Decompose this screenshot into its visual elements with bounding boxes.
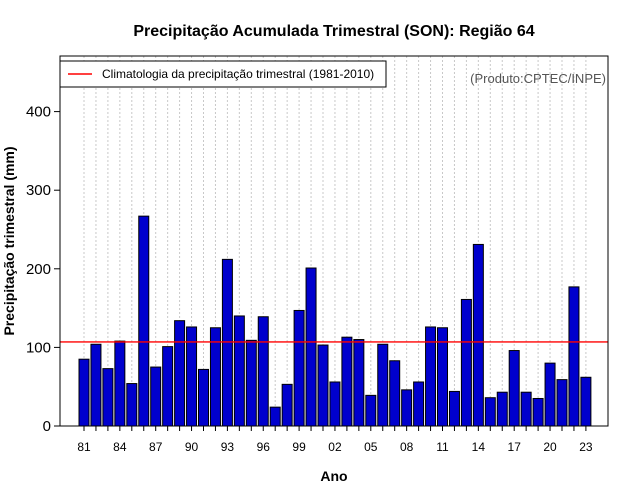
bar: [114, 340, 126, 427]
bar: [556, 379, 568, 427]
plot-frame: [59, 55, 609, 427]
bar: [341, 336, 353, 427]
bar: [448, 390, 460, 427]
chart-title: Precipitação Acumulada Trimestral (SON):…: [133, 23, 534, 40]
bar: [245, 339, 257, 427]
bar: [544, 362, 556, 427]
x-tick-label: 23: [579, 440, 593, 454]
bar: [90, 343, 102, 427]
bar: [496, 391, 508, 427]
bar: [568, 286, 580, 427]
bar: [508, 350, 520, 427]
x-tick-label: 81: [77, 440, 91, 454]
bar: [102, 368, 114, 427]
bar: [389, 360, 401, 427]
y-axis: 0 100 200 300 400: [26, 104, 60, 435]
x-tick-label: 14: [472, 440, 486, 454]
y-tick-label: 0: [43, 418, 51, 435]
bar: [484, 397, 496, 427]
bar: [126, 383, 138, 427]
x-tick-label: 02: [328, 440, 342, 454]
legend-box: [59, 60, 387, 88]
bar: [78, 358, 90, 427]
bar: [329, 381, 341, 427]
y-axis-label: Precipitação trimestral (mm): [1, 146, 17, 335]
bar: [269, 406, 281, 427]
bar: [257, 316, 269, 427]
legend: Climatologia da precipitação trimestral …: [59, 60, 387, 88]
bar: [233, 315, 245, 427]
x-tick-label: 87: [149, 440, 163, 454]
y-tick-label: 200: [26, 261, 51, 278]
x-tick-label: 99: [292, 440, 306, 454]
credit-text: (Produto:CPTEC/INPE): [470, 71, 606, 86]
legend-label: Climatologia da precipitação trimestral …: [102, 67, 374, 81]
bar: [174, 320, 186, 427]
bar: [281, 383, 293, 427]
x-tick-label: 90: [185, 440, 199, 454]
x-tick-label: 96: [257, 440, 271, 454]
y-tick-label: 400: [26, 104, 51, 121]
bar: [377, 343, 389, 427]
bar: [138, 215, 150, 427]
x-tick-label: 84: [113, 440, 127, 454]
bar: [460, 298, 472, 427]
y-tick-label: 100: [26, 339, 51, 356]
x-tick-label: 08: [400, 440, 414, 454]
bar: [198, 368, 209, 427]
bar: [221, 258, 233, 427]
bar: [580, 376, 592, 427]
bar: [532, 397, 544, 427]
bar: [317, 344, 329, 427]
bar: [293, 309, 305, 427]
x-axis: 81 84 87 90 93 96 99 02 05 08 11 14 17 20 23: [77, 426, 593, 454]
y-tick-label: 300: [26, 182, 51, 199]
bar: [150, 366, 162, 427]
bar: [305, 267, 317, 427]
bar: [401, 389, 413, 427]
x-tick-label: 17: [508, 440, 522, 454]
bar: [162, 346, 174, 427]
bar: [472, 243, 484, 427]
bar: [413, 381, 425, 427]
x-tick-label: 93: [221, 440, 235, 454]
x-tick-label: 05: [364, 440, 378, 454]
bar: [365, 394, 377, 427]
x-axis-label: Ano: [320, 468, 347, 484]
bar: [520, 391, 532, 427]
bar: [353, 339, 365, 427]
x-tick-label: 11: [436, 440, 449, 454]
x-tick-label: 20: [543, 440, 557, 454]
